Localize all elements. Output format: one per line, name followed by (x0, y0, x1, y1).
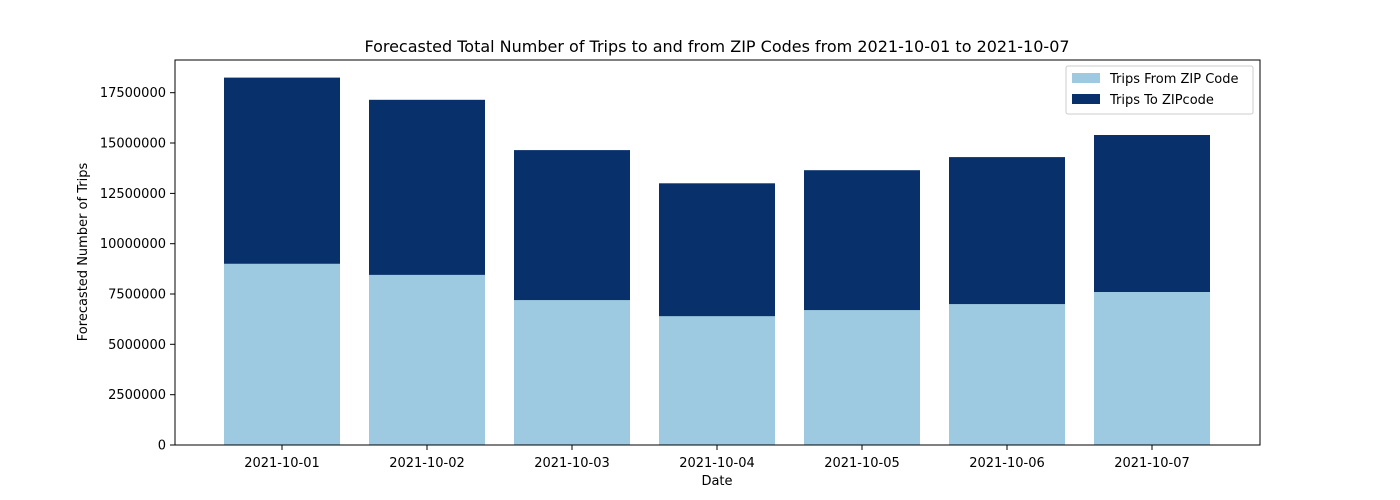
y-tick-label: 7500000 (108, 288, 166, 303)
y-tick-label: 10000000 (100, 237, 166, 252)
x-tick-label: 2021-10-05 (824, 456, 900, 471)
bar-trips-from-2021-10-03 (514, 300, 630, 445)
y-tick-label: 15000000 (100, 137, 166, 152)
legend-swatch-trips-to (1072, 94, 1100, 104)
chart-title: Forecasted Total Number of Trips to and … (364, 37, 1069, 56)
y-axis-title: Forecasted Number of Trips (76, 163, 91, 342)
plot-frame (174, 59, 1261, 446)
bar-trips-from-2021-10-02 (369, 274, 485, 445)
x-tick-label: 2021-10-06 (969, 456, 1045, 471)
bar-trips-to-2021-10-07 (1094, 135, 1210, 292)
bar-trips-to-2021-10-01 (224, 77, 340, 264)
bar-trips-from-2021-10-04 (659, 316, 775, 445)
bar-trips-to-2021-10-02 (369, 99, 485, 275)
bar-trips-to-2021-10-04 (659, 183, 775, 317)
bar-trips-to-2021-10-05 (804, 170, 920, 311)
legend-box (1065, 65, 1254, 115)
y-tick-label: 2500000 (108, 388, 166, 403)
legend-label-trips-from: Trips From ZIP Code (1109, 72, 1238, 87)
bar-trips-to-2021-10-03 (514, 150, 630, 301)
legend-label-trips-to: Trips To ZIPcode (1109, 93, 1214, 108)
x-tick-label: 2021-10-07 (1114, 456, 1190, 471)
bar-trips-from-2021-10-01 (224, 263, 340, 445)
bar-trips-from-2021-10-07 (1094, 292, 1210, 445)
legend-swatch-trips-from (1072, 73, 1100, 83)
x-tick-label: 2021-10-01 (244, 456, 320, 471)
x-tick-label: 2021-10-04 (679, 456, 755, 471)
y-tick-label: 0 (158, 439, 166, 454)
y-tick-label: 12500000 (100, 187, 166, 202)
y-tick-label: 17500000 (100, 86, 166, 101)
x-axis-title: Date (701, 474, 732, 489)
x-axis: 2021-10-01 2021-10-02 2021-10-03 2021-10-04… (244, 445, 1190, 471)
bar-trips-to-2021-10-06 (949, 157, 1065, 305)
bar-trips-from-2021-10-06 (949, 304, 1065, 445)
y-tick-label: 5000000 (108, 338, 166, 353)
bar-trips-from-2021-10-05 (804, 310, 920, 445)
legend: Trips From ZIP Code Trips To ZIPcode (1065, 65, 1254, 115)
x-tick-label: 2021-10-03 (534, 456, 610, 471)
y-axis: 0 2500000 5000000 7500000 10000000 12500000 15… (100, 86, 175, 454)
bars-group (224, 77, 1210, 445)
x-tick-label: 2021-10-02 (389, 456, 465, 471)
